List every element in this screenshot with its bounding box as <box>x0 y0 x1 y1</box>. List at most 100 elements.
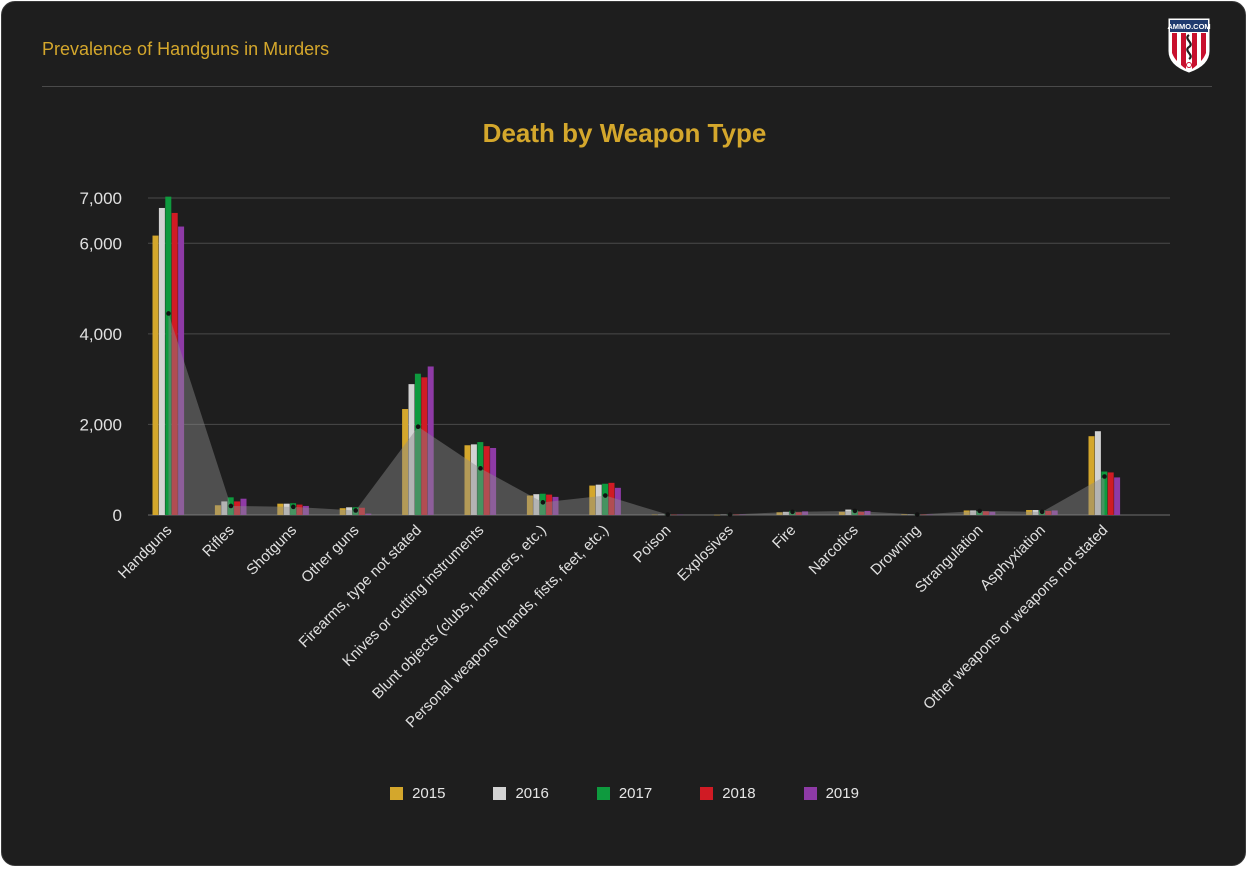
legend-swatch <box>596 787 610 800</box>
bar-2018 <box>982 511 989 515</box>
area-point <box>790 509 795 515</box>
bar-2015 <box>776 512 783 515</box>
y-tick-label: 6,000 <box>79 234 122 253</box>
legend-item-2018[interactable]: 2018 <box>700 785 756 802</box>
x-tick-label: Rifles <box>199 522 238 561</box>
area-point <box>353 508 359 513</box>
bar-2019 <box>926 514 933 516</box>
bar-2015 <box>464 445 471 515</box>
area-point <box>1039 509 1045 515</box>
bar-2018 <box>1107 472 1114 515</box>
bar-2016 <box>533 494 540 515</box>
bar-2016 <box>221 501 228 515</box>
x-tick-label: Fire <box>769 522 799 552</box>
bar-2019 <box>802 511 809 515</box>
area-point <box>603 493 608 498</box>
bar-2018 <box>483 446 490 515</box>
bar-2018 <box>1045 510 1052 515</box>
bar-2016 <box>1094 431 1101 515</box>
area-point <box>228 503 234 509</box>
bar-2015 <box>651 514 658 516</box>
bar-2016 <box>470 444 477 515</box>
bar-2019 <box>739 514 746 516</box>
bar-2015 <box>963 510 970 515</box>
legend-label: 2015 <box>412 785 446 802</box>
bar-2016 <box>346 507 353 515</box>
chart-title: Death by Weapon Type <box>482 118 767 148</box>
area-point <box>915 512 920 517</box>
bar-2019 <box>677 514 684 516</box>
bar-2018 <box>546 494 553 515</box>
legend-item-2019[interactable]: 2019 <box>803 785 859 802</box>
bar-2019 <box>1114 477 1121 515</box>
bar-2016 <box>158 207 165 515</box>
header-divider <box>42 86 1212 87</box>
bar-2019 <box>427 366 434 515</box>
bar-2018 <box>358 507 365 515</box>
bar-2015 <box>526 495 533 515</box>
bar-2019 <box>302 505 309 515</box>
area-point <box>540 500 546 505</box>
bar-2018 <box>421 377 428 515</box>
area-point <box>852 508 858 514</box>
bar-2015 <box>214 505 221 515</box>
legend-swatch <box>700 787 714 800</box>
ammo-logo-icon[interactable]: AMMO.COM <box>1167 17 1211 73</box>
bar-2015 <box>339 508 346 515</box>
area-point <box>166 311 171 316</box>
bar-2019 <box>989 511 996 515</box>
legend-label: 2017 <box>618 785 653 802</box>
area-point <box>977 508 982 514</box>
bar-2018 <box>733 514 740 516</box>
bar-2018 <box>858 511 865 515</box>
y-tick-label: 7,000 <box>79 189 122 208</box>
bar-2019 <box>614 487 621 515</box>
bars-group <box>152 196 1121 516</box>
x-tick-label: Drowning <box>867 522 924 579</box>
bar-2016 <box>408 384 415 515</box>
bar-2018 <box>296 504 303 515</box>
bar-2018 <box>234 501 241 515</box>
area-point <box>291 504 296 510</box>
bar-2017 <box>165 196 172 516</box>
bar-2015 <box>714 514 721 516</box>
area-point <box>665 512 670 517</box>
chart-legend: 2015 2016 2017 2018 2019 <box>0 785 1249 802</box>
legend-item-2015[interactable]: 2015 <box>390 785 445 802</box>
legend-swatch <box>803 787 817 800</box>
bar-2019 <box>864 510 871 515</box>
bar-2019 <box>1051 510 1058 515</box>
bar-2017 <box>414 373 421 515</box>
legend-label: 2016 <box>515 785 549 802</box>
area-point <box>415 424 421 429</box>
legend-swatch <box>493 787 507 800</box>
bar-2015 <box>152 235 159 515</box>
area-series <box>168 313 1105 515</box>
area-point <box>1102 474 1107 479</box>
area-point <box>727 512 733 517</box>
bar-2016 <box>720 514 727 516</box>
y-tick-label: 2,000 <box>79 415 122 434</box>
bar-2019 <box>490 447 497 515</box>
x-tick-label: Narcotics <box>806 522 862 578</box>
bar-2019 <box>365 513 372 515</box>
x-tick-label: Handguns <box>115 522 175 582</box>
bar-2016 <box>782 511 789 515</box>
x-tick-label: Shotguns <box>243 522 300 579</box>
bar-2018 <box>670 514 677 516</box>
legend-item-2017[interactable]: 2017 <box>596 785 653 802</box>
bar-2019 <box>552 496 559 515</box>
y-tick-label: 4,000 <box>79 325 122 344</box>
y-tick-label: 0 <box>113 506 122 525</box>
page-title: Prevalence of Handguns in Murders <box>42 39 330 59</box>
bar-2018 <box>920 514 927 516</box>
x-tick-label: Poison <box>630 522 674 566</box>
legend-label: 2018 <box>722 785 756 802</box>
bar-2016 <box>907 514 914 516</box>
bar-2015 <box>1026 510 1033 515</box>
bar-2016 <box>595 484 602 515</box>
bar-2018 <box>608 482 615 515</box>
legend-item-2016[interactable]: 2016 <box>493 785 549 802</box>
